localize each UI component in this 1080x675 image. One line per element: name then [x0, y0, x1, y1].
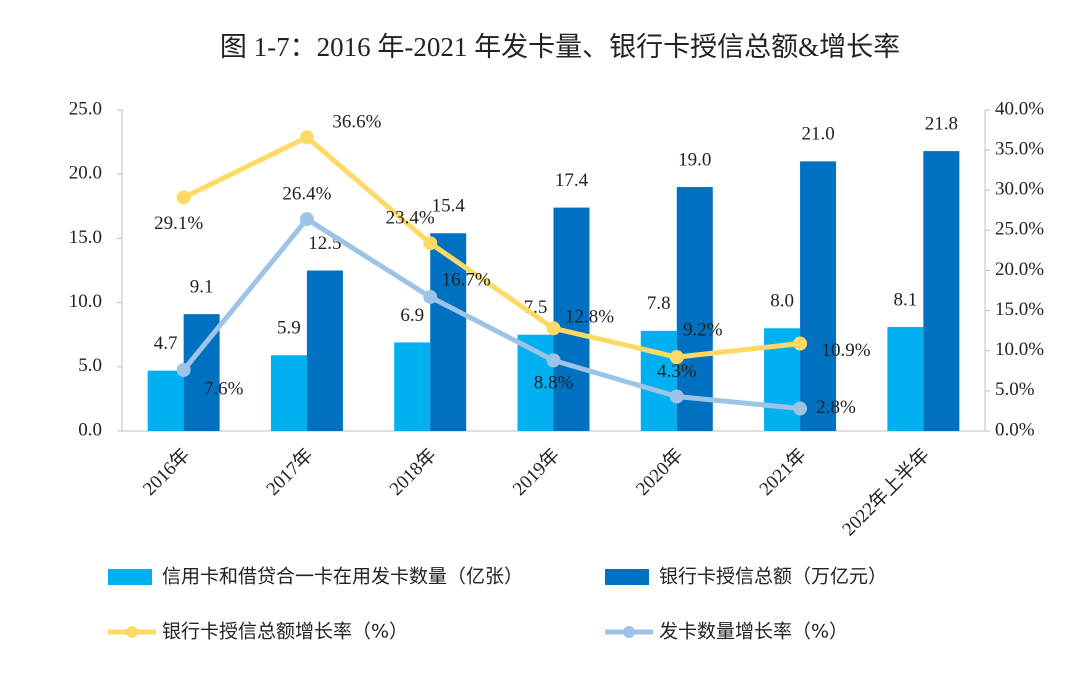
point-label: 8.8% [534, 373, 574, 394]
x-tick-label: 2016年 [138, 444, 194, 500]
line [181, 216, 801, 412]
point [299, 212, 314, 227]
bar-label: 21.8 [925, 113, 958, 134]
bar [270, 355, 307, 431]
bar [800, 161, 837, 432]
y2-tick-label: 10.0% [995, 339, 1044, 360]
point-label: 7.6% [204, 378, 244, 399]
point-label: 23.4% [386, 208, 435, 229]
y2-tick-label: 35.0% [995, 138, 1044, 159]
point-label: 9.2% [683, 320, 723, 341]
legend-label: 银行卡授信总额（万亿元） [659, 566, 887, 588]
x-tick-label: 2017年 [262, 444, 318, 500]
legend-swatch [108, 569, 152, 585]
point-label: 12.8% [565, 307, 614, 328]
bar-label: 8.0 [770, 291, 794, 312]
y-tick-label: 25.0 [69, 98, 102, 119]
bar [147, 370, 184, 431]
x-tick-label: 2018年 [385, 444, 441, 500]
bar-label: 4.7 [154, 333, 178, 354]
y2-tick-label: 0.0% [995, 419, 1035, 440]
x-tick-label: 2019年 [508, 444, 564, 500]
x-tick-label: 2022年上半年 [838, 444, 934, 540]
x-tick-label: 2020年 [632, 444, 688, 500]
bar [394, 342, 431, 431]
point [176, 363, 191, 378]
legend-label: 发卡数量增长率（%） [659, 621, 848, 643]
y2-tick-label: 5.0% [995, 379, 1035, 400]
legend-label: 信用卡和借贷合一卡在用发卡数量（亿张） [162, 566, 523, 588]
point [546, 321, 561, 336]
point-label: 36.6% [332, 112, 381, 133]
point [546, 353, 561, 368]
point-label: 10.9% [822, 340, 871, 361]
legend-swatch [605, 569, 649, 585]
bar [923, 151, 960, 431]
point-label: 2.8% [816, 397, 856, 418]
point [669, 389, 684, 404]
y-tick-label: 15.0 [69, 227, 102, 248]
point-label: 16.7% [442, 269, 491, 290]
bar [553, 207, 590, 431]
chart-title: 图 1-7：2016 年-2021 年发卡量、银行卡授信总额&增长率 [220, 32, 900, 62]
y-tick-label: 20.0 [69, 163, 102, 184]
point [423, 236, 438, 251]
point-label: 26.4% [282, 183, 331, 204]
line [182, 134, 801, 360]
x-tick-label: 2021年 [755, 444, 811, 500]
point-label: 29.1% [154, 213, 203, 234]
y-tick-label: 0.0 [78, 419, 102, 440]
point [793, 336, 808, 351]
point [669, 350, 684, 365]
y2-tick-label: 20.0% [995, 259, 1044, 280]
bar [676, 187, 713, 431]
point [793, 401, 808, 416]
bar-label: 17.4 [555, 170, 589, 191]
y2-tick-label: 30.0% [995, 179, 1044, 200]
point [299, 130, 314, 145]
y2-tick-label: 15.0% [995, 299, 1044, 320]
bar-label: 19.0 [678, 149, 711, 170]
point [176, 190, 191, 205]
bar-label: 7.8 [647, 293, 671, 314]
legend-swatch [623, 626, 635, 638]
legend-swatch [126, 626, 138, 638]
bar-label: 15.4 [432, 196, 466, 217]
bar-label: 8.1 [893, 289, 917, 310]
bar-label: 5.9 [277, 318, 301, 339]
bar-label: 9.1 [190, 277, 214, 298]
legend-label: 银行卡授信总额增长率（%） [162, 621, 408, 643]
y-tick-label: 10.0 [69, 291, 102, 312]
bar [640, 330, 677, 431]
bar-label: 6.9 [400, 305, 424, 326]
point-label: 4.3% [657, 361, 697, 382]
bar [306, 270, 343, 431]
y2-tick-label: 25.0% [995, 219, 1044, 240]
y-tick-label: 5.0 [78, 355, 102, 376]
bar-label: 21.0 [801, 124, 834, 145]
point [423, 289, 438, 304]
bar [887, 326, 924, 431]
y2-tick-label: 40.0% [995, 98, 1044, 119]
